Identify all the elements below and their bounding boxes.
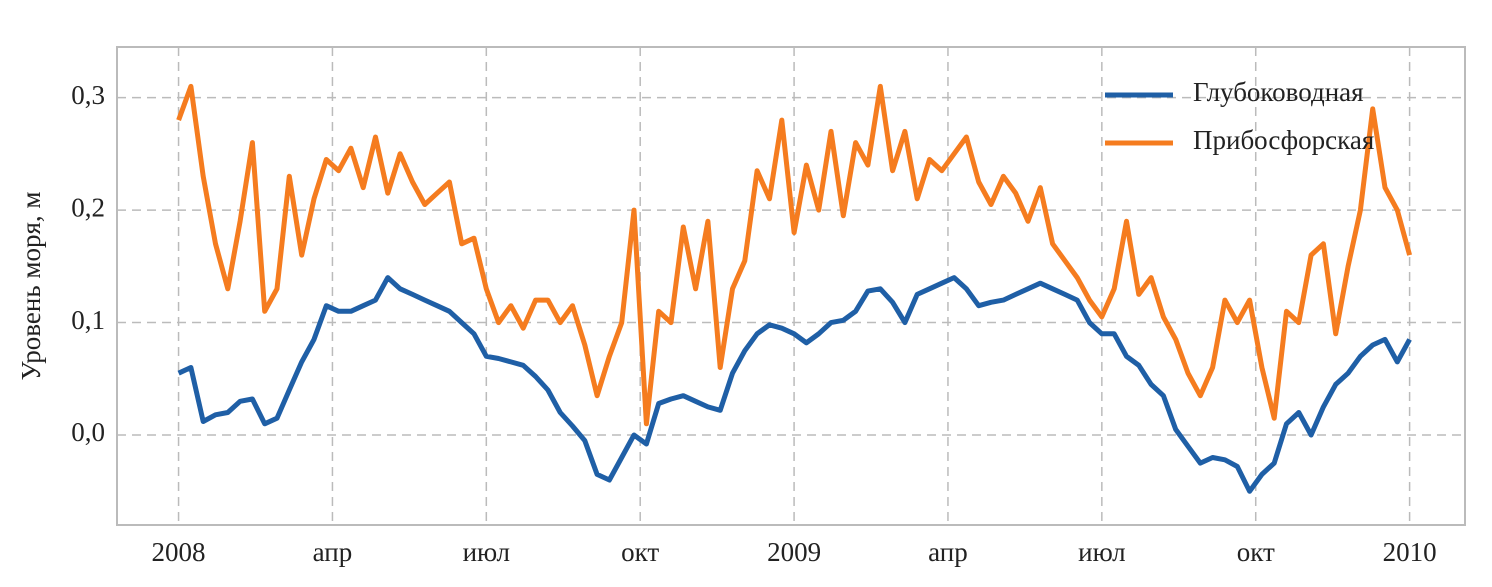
x-tick-label: 2008 xyxy=(152,537,206,567)
x-tick-label: 2009 xyxy=(767,537,821,567)
plot-frame xyxy=(116,46,1466,526)
series-line xyxy=(176,83,1413,427)
x-tick-label: окт xyxy=(1237,537,1275,567)
x-tick-label: июл xyxy=(1078,537,1125,567)
y-tick-label: 0,3 xyxy=(71,80,105,110)
y-tick-label: 0,2 xyxy=(71,192,105,222)
x-tick-label: апр xyxy=(313,537,353,567)
x-tick-label: июл xyxy=(463,537,510,567)
legend-label: Глубоководная xyxy=(1193,77,1364,107)
legend-label: Прибосфорская xyxy=(1193,125,1374,155)
y-axis-label: Уровень моря, м xyxy=(16,192,46,381)
x-tick-label: апр xyxy=(928,537,968,567)
y-tick-label: 0,1 xyxy=(71,305,105,335)
series-line xyxy=(177,275,1412,494)
x-tick-label: окт xyxy=(621,537,659,567)
y-tick-label: 0,0 xyxy=(71,417,105,447)
x-tick-label: 2010 xyxy=(1383,537,1437,567)
